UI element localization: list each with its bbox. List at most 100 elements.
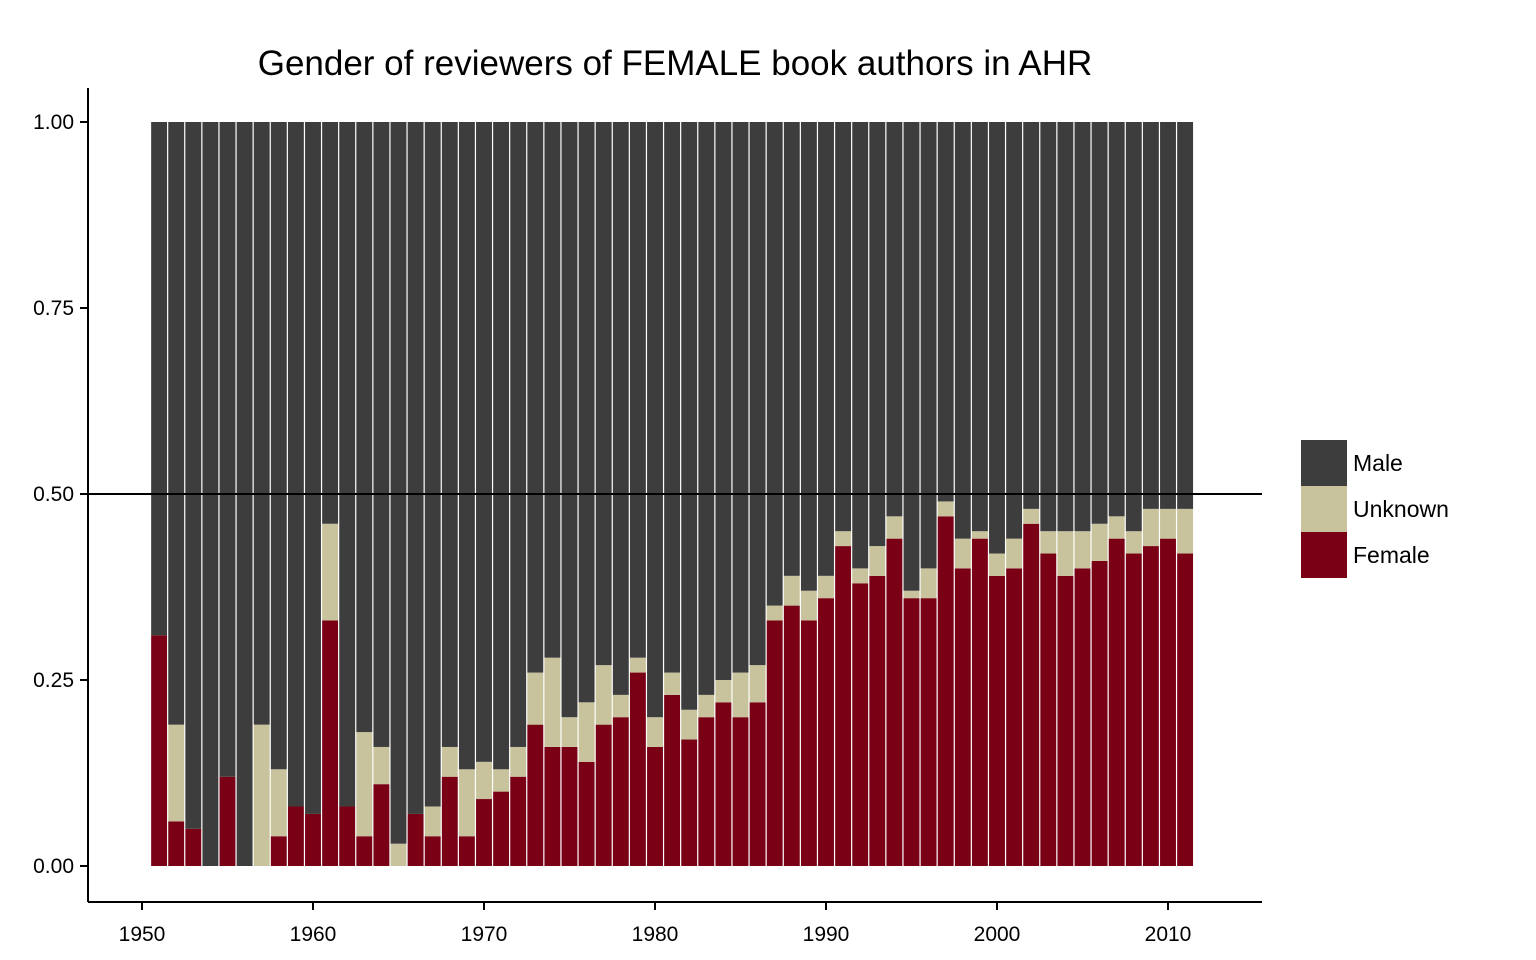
bar-unknown-1981 — [664, 672, 681, 695]
bar-unknown-2008 — [1125, 531, 1142, 554]
bar-unknown-1965 — [390, 843, 407, 866]
bar-male-1953 — [185, 122, 202, 829]
bar-unknown-2001 — [1006, 538, 1023, 569]
bar-male-1967 — [424, 122, 441, 807]
bar-unknown-1968 — [441, 746, 458, 777]
bar-unknown-1958 — [270, 769, 287, 837]
y-tick-label-0.75: 0.75 — [33, 297, 74, 320]
bar-unknown-2010 — [1160, 508, 1176, 539]
bar-unknown-1985 — [732, 672, 749, 718]
bar-male-1958 — [270, 122, 287, 770]
bar-male-2008 — [1125, 122, 1142, 532]
bar-female-1966 — [407, 813, 424, 866]
bar-male-1959 — [287, 122, 304, 807]
bar-male-2011 — [1177, 122, 1194, 509]
bar-male-1978 — [612, 122, 629, 695]
x-tick-label-1960: 1960 — [290, 923, 337, 946]
bar-male-1994 — [886, 122, 903, 517]
bar-female-1976 — [578, 761, 595, 866]
legend-swatch-female — [1301, 532, 1347, 578]
bar-unknown-2004 — [1057, 531, 1074, 576]
bar-unknown-2002 — [1023, 508, 1040, 524]
bar-male-1952 — [168, 122, 185, 725]
bar-female-1975 — [561, 746, 578, 866]
bar-male-1986 — [749, 122, 766, 666]
bar-male-2004 — [1057, 122, 1074, 532]
bar-male-1989 — [800, 122, 817, 591]
bar-male-2000 — [989, 122, 1005, 554]
bar-male-2010 — [1160, 122, 1176, 509]
bar-male-1971 — [493, 122, 510, 770]
bar-female-1977 — [595, 724, 612, 866]
bar-female-2007 — [1108, 538, 1125, 866]
bar-unknown-1993 — [869, 546, 886, 576]
bar-unknown-1969 — [458, 769, 475, 837]
bar-unknown-1998 — [954, 538, 971, 569]
bar-female-1993 — [869, 575, 886, 866]
bar-female-2009 — [1142, 546, 1159, 866]
bar-unknown-1986 — [749, 665, 766, 703]
bar-unknown-1995 — [903, 590, 920, 599]
bar-male-1982 — [681, 122, 698, 710]
bar-male-1993 — [869, 122, 886, 547]
bar-female-2004 — [1057, 575, 1074, 866]
bar-unknown-1971 — [493, 769, 510, 792]
bar-female-1992 — [852, 583, 869, 866]
bar-unknown-2009 — [1142, 508, 1159, 547]
bar-male-1995 — [903, 122, 920, 591]
bar-female-1971 — [493, 791, 510, 866]
bar-male-1962 — [339, 122, 356, 807]
bar-male-1999 — [971, 122, 988, 532]
y-tick-label-0.00: 0.00 — [33, 855, 74, 878]
bar-female-1989 — [800, 620, 817, 866]
bar-male-1957 — [253, 122, 270, 725]
bar-female-1988 — [783, 605, 800, 866]
bar-unknown-1989 — [800, 590, 817, 621]
bar-female-1963 — [356, 836, 373, 866]
bar-male-1991 — [835, 122, 852, 532]
bar-unknown-1988 — [783, 575, 800, 606]
bar-male-2009 — [1142, 122, 1159, 509]
bar-male-2001 — [1006, 122, 1023, 539]
bar-female-2005 — [1074, 568, 1091, 866]
bar-female-1996 — [920, 598, 937, 866]
legend-swatch-unknown — [1301, 486, 1347, 532]
bar-male-1965 — [390, 122, 407, 844]
bar-unknown-1964 — [373, 746, 390, 785]
bar-male-1983 — [698, 122, 715, 695]
bar-female-1951 — [151, 635, 168, 866]
bar-unknown-2011 — [1177, 508, 1194, 554]
bar-female-1987 — [766, 620, 783, 866]
bar-unknown-2003 — [1040, 531, 1057, 554]
bar-unknown-1973 — [527, 672, 544, 725]
x-tick-label-1990: 1990 — [803, 923, 850, 946]
bar-female-1960 — [305, 813, 321, 866]
bar-female-1984 — [715, 702, 732, 866]
bar-male-2005 — [1074, 122, 1091, 532]
bar-female-1997 — [937, 516, 954, 866]
bar-female-2000 — [989, 575, 1005, 866]
bar-female-1998 — [954, 568, 971, 866]
bar-female-2001 — [1006, 568, 1023, 866]
bar-female-2003 — [1040, 553, 1057, 866]
bar-unknown-2005 — [1074, 531, 1091, 569]
bar-unknown-1963 — [356, 732, 373, 837]
bar-male-1979 — [629, 122, 646, 658]
bar-female-2011 — [1177, 553, 1194, 866]
bar-unknown-1999 — [971, 531, 988, 539]
bar-unknown-1952 — [168, 724, 185, 822]
bar-male-1968 — [441, 122, 458, 747]
bar-unknown-1982 — [681, 709, 698, 740]
legend-swatch-male — [1301, 440, 1347, 486]
bar-male-1985 — [732, 122, 749, 673]
bar-unknown-1967 — [424, 806, 441, 837]
bar-unknown-1957 — [253, 724, 270, 866]
bar-male-1997 — [937, 122, 954, 502]
bar-male-2006 — [1091, 122, 1108, 524]
bar-male-1969 — [458, 122, 475, 770]
bar-female-1953 — [185, 828, 202, 866]
bar-male-1981 — [664, 122, 681, 673]
bar-male-1963 — [356, 122, 373, 733]
bar-unknown-1979 — [629, 657, 646, 673]
y-tick-label-1.00: 1.00 — [33, 111, 74, 134]
